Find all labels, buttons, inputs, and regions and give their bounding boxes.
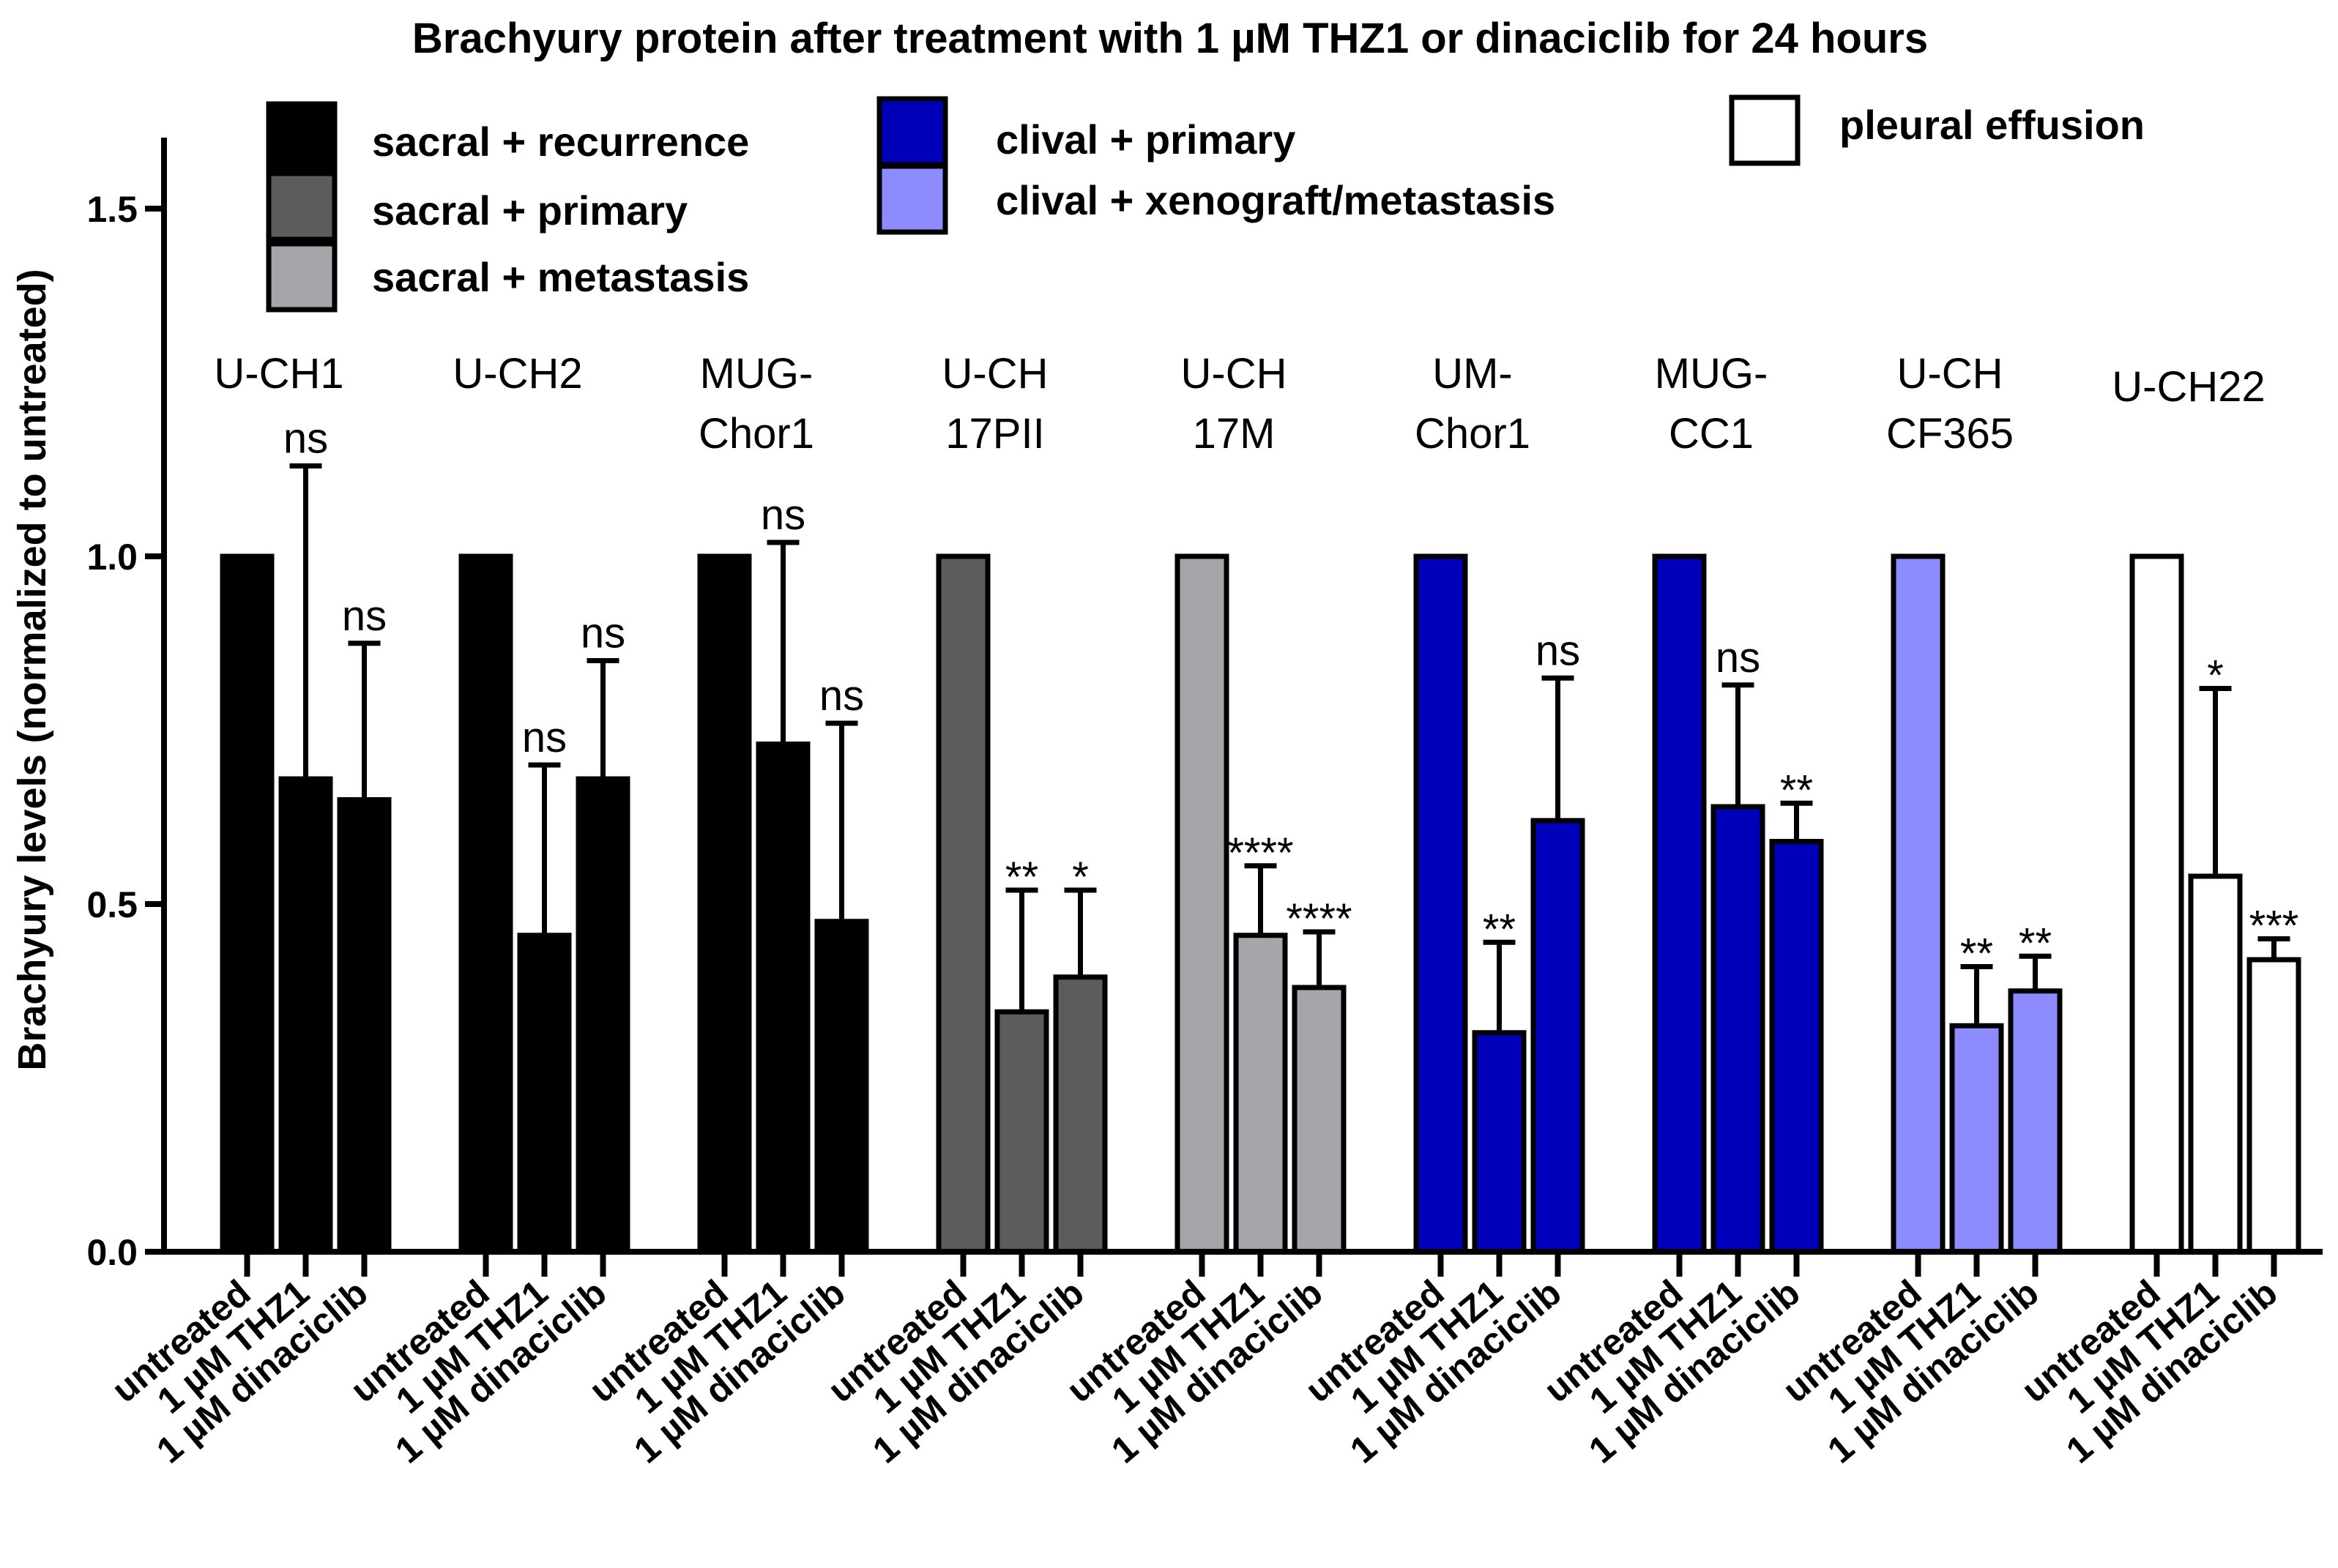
- legend-label-3: sacral + metastasis: [372, 254, 749, 300]
- sig-label-6-3: ns: [1535, 627, 1580, 674]
- sig-label-6-2: **: [1483, 906, 1516, 953]
- y-tick-label-0: 0.0: [86, 1232, 138, 1273]
- bar-3-2: [756, 742, 811, 1255]
- sig-label-3-3: ns: [819, 672, 864, 720]
- y-tick-label-1: 0.5: [86, 884, 138, 925]
- cell-line-label-4-line2: 17PII: [945, 410, 1044, 458]
- cell-line-label-7-line2: CC1: [1669, 410, 1754, 458]
- bar-4-2: [994, 1009, 1049, 1255]
- cell-line-label-9: U-CH22: [2112, 363, 2266, 411]
- sig-label-9-2: *: [2207, 652, 2224, 700]
- sig-label-5-2: ****: [1227, 829, 1293, 877]
- bar-5-2: [1233, 933, 1288, 1255]
- legend-label-5: clival + xenograft/metastasis: [996, 177, 1555, 223]
- sig-label-4-2: **: [1005, 854, 1038, 901]
- bar-2-2: [517, 933, 572, 1255]
- cell-line-label-6-line1: UM-: [1432, 350, 1513, 397]
- bar-8-1: [1891, 553, 1946, 1255]
- bar-9-2: [2188, 873, 2243, 1255]
- bar-3-3: [814, 919, 869, 1255]
- cell-line-label-5-line1: U-CH: [1181, 350, 1287, 397]
- cell-line-label-3-line2: Chor1: [699, 410, 814, 458]
- cell-line-label-8-line2: CF365: [1886, 410, 2014, 458]
- cell-line-label-4-line1: U-CH: [942, 350, 1049, 397]
- cell-line-label-8-line1: U-CH: [1897, 350, 2003, 397]
- y-axis: 0.0 0.5 1.0 1.5: [86, 138, 167, 1273]
- legend-swatch-2: [266, 171, 338, 242]
- bar-9-3: [2246, 957, 2301, 1255]
- cell-line-label-2: U-CH2: [453, 350, 582, 397]
- sig-label-8-3: **: [2019, 919, 2052, 967]
- bar-1-1: [220, 553, 275, 1255]
- bar-6-2: [1472, 1030, 1527, 1255]
- legend-label-6: pleural effusion: [1839, 102, 2145, 148]
- legend-swatch-4: [876, 96, 948, 168]
- bar-5-1: [1174, 553, 1229, 1255]
- bar-7-1: [1652, 553, 1707, 1255]
- bar-2-1: [458, 553, 513, 1255]
- bar-4-1: [936, 553, 991, 1255]
- cell-line-label-3-line1: MUG-: [700, 350, 814, 397]
- bar-8-3: [2008, 988, 2063, 1255]
- bar-7-3: [1769, 839, 1824, 1255]
- y-tick-label-2: 1.0: [86, 537, 138, 578]
- legend-label-1: sacral + recurrence: [372, 119, 749, 165]
- sig-label-2-2: ns: [522, 714, 567, 761]
- cell-line-label-5-line2: 17M: [1193, 410, 1276, 458]
- legend-swatch-5: [876, 163, 948, 235]
- bar-1-2: [278, 776, 333, 1255]
- sig-label-9-3: ***: [2249, 903, 2299, 950]
- bar-5-3: [1292, 985, 1347, 1255]
- cell-line-label-6-line2: Chor1: [1415, 410, 1530, 458]
- sig-label-1-3: ns: [342, 592, 387, 640]
- sig-label-4-3: *: [1072, 854, 1089, 901]
- bar-1-3: [337, 797, 392, 1255]
- y-tick-label-3: 1.5: [86, 189, 138, 230]
- legend: sacral + recurrence sacral + primary sacra…: [266, 94, 2145, 313]
- sig-label-8-2: **: [1960, 930, 1993, 978]
- legend-swatch-1: [266, 101, 338, 173]
- legend-swatch-3: [266, 241, 338, 313]
- cell-line-label-1: U-CH1: [214, 350, 343, 397]
- sig-label-3-2: ns: [761, 491, 805, 539]
- bar-4-3: [1053, 974, 1108, 1255]
- bar-9-1: [2129, 553, 2184, 1255]
- legend-label-4: clival + primary: [996, 116, 1295, 163]
- sig-label-7-3: **: [1780, 766, 1813, 814]
- bar-6-1: [1413, 553, 1468, 1255]
- sig-label-7-2: ns: [1716, 634, 1760, 682]
- bar-6-3: [1530, 818, 1585, 1255]
- legend-swatch-6: [1729, 94, 1801, 166]
- sig-label-5-3: ****: [1286, 895, 1352, 943]
- legend-label-2: sacral + primary: [372, 187, 688, 234]
- sig-label-2-3: ns: [581, 610, 625, 657]
- chart-title: Brachyury protein after treatment with 1…: [412, 15, 1928, 62]
- bar-3-1: [697, 553, 752, 1255]
- bar-8-2: [1949, 1023, 2004, 1255]
- bar-7-2: [1710, 804, 1765, 1255]
- sig-label-1-2: ns: [283, 415, 328, 463]
- bar-2-3: [576, 776, 630, 1255]
- cell-line-labels: U-CH1 U-CH2 MUG- Chor1 U-CH 17PII U-CH 17M UM- Ch…: [214, 350, 2265, 458]
- cell-line-label-7-line1: MUG-: [1655, 350, 1768, 397]
- y-axis-label: Brachyury levels (normalized to untreate…: [10, 269, 54, 1070]
